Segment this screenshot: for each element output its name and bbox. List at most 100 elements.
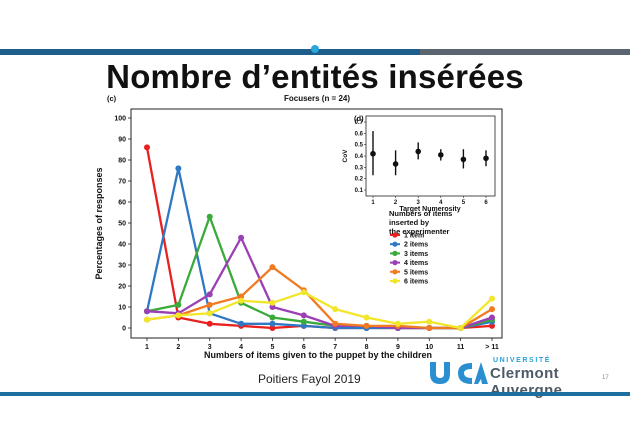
series-4-point — [144, 308, 150, 315]
inset-y-tick-label: 0.7 — [355, 120, 364, 126]
y-tick-label: 0 — [122, 326, 126, 333]
series-5-point — [238, 293, 245, 300]
chart-title: Focusers (n = 24) — [284, 94, 350, 103]
x-tick-label: 5 — [271, 344, 275, 351]
legend-title-line: the experimenter — [389, 227, 450, 236]
uca-logo-icon — [430, 362, 488, 384]
series-3-point — [206, 213, 213, 220]
inset-x-tick-label: 6 — [484, 200, 488, 206]
inset-y-tick-label: 0.1 — [355, 188, 364, 194]
series-5-point — [426, 325, 433, 331]
inset-x-axis-label: Target Numerosity — [399, 206, 460, 213]
legend-entry: 3 items — [404, 251, 428, 258]
series-5-point — [489, 306, 495, 313]
y-tick-label: 100 — [114, 116, 126, 123]
inset-y-tick-label: 0.6 — [355, 131, 364, 137]
legend-swatch-dot — [392, 250, 398, 256]
legend-entry: 4 items — [404, 260, 428, 267]
inset-y-axis-label: CoV — [342, 149, 349, 163]
panel-label-d: (d) — [354, 114, 364, 123]
inset-x-tick-label: 3 — [417, 200, 421, 206]
x-tick-label: 4 — [239, 344, 243, 351]
inset-point — [415, 148, 422, 155]
series-line-6 — [146, 291, 493, 330]
series-3-point — [269, 314, 276, 321]
series-6-point — [144, 316, 150, 323]
inset-point — [483, 155, 489, 162]
legend-swatch-dot — [392, 232, 398, 238]
y-axis-label: Percentages of responses — [94, 167, 104, 279]
series-4-point — [489, 314, 495, 321]
series-line-5 — [146, 265, 493, 330]
x-tick-label: 6 — [302, 344, 306, 351]
legend-entry: 5 items — [404, 269, 428, 276]
footer-bar — [0, 392, 630, 396]
university-label: UNIVERSITÉ — [493, 357, 552, 364]
inset-x-tick-label: 5 — [462, 200, 466, 206]
inset-y-tick-label: 0.5 — [355, 143, 364, 149]
series-4-point — [206, 291, 213, 298]
series-6-point — [457, 325, 464, 331]
series-2-point — [175, 165, 182, 172]
y-tick-label: 60 — [118, 200, 126, 207]
x-tick-label: 9 — [396, 344, 400, 351]
inset-frame — [365, 115, 496, 197]
y-tick-label: 20 — [118, 284, 126, 291]
legend-swatch-dot — [392, 260, 398, 266]
series-6-point — [206, 310, 213, 317]
series-6-point — [426, 318, 433, 325]
page-number: 17 — [602, 375, 609, 381]
legend-title-line: Numbers of items — [389, 209, 452, 218]
series-6-point — [394, 320, 401, 327]
series-6-point — [300, 289, 307, 296]
series-4-point — [269, 304, 276, 310]
series-6-point — [238, 297, 245, 304]
series-1-point — [206, 320, 213, 327]
inset-y-tick-label: 0.2 — [355, 177, 364, 183]
x-tick-label: 3 — [208, 344, 212, 351]
inset-point — [438, 152, 444, 158]
series-3-point — [175, 301, 182, 308]
series-6-point — [175, 312, 182, 319]
y-tick-label: 40 — [118, 242, 126, 249]
inset-y-tick-label: 0.3 — [355, 165, 364, 171]
series-5-point — [332, 320, 339, 327]
series-5-point — [363, 322, 370, 329]
series-5-point — [269, 264, 276, 271]
legend-entry: 2 items — [404, 242, 428, 249]
series-6-point — [363, 314, 370, 321]
legend-swatch-dot — [392, 278, 398, 284]
x-tick-label: 11 — [457, 344, 465, 351]
y-tick-label: 50 — [118, 221, 126, 228]
header-bar-dark — [420, 49, 630, 55]
series-2-point — [238, 320, 245, 327]
x-tick-label: 2 — [176, 344, 180, 351]
inset-point — [370, 150, 376, 157]
x-tick-label: 7 — [333, 344, 337, 351]
inset-point — [392, 161, 399, 167]
series-6-point — [489, 295, 495, 302]
slide-footer: Poitiers Fayol 2019 — [258, 372, 361, 386]
inset-point — [460, 156, 467, 163]
y-tick-label: 30 — [118, 263, 126, 270]
y-tick-label: 80 — [118, 158, 126, 165]
y-tick-label: 70 — [118, 179, 126, 186]
slide-title: Nombre d’entités insérées — [106, 58, 524, 95]
inset-x-tick-label: 4 — [439, 200, 443, 206]
series-2-point — [269, 320, 276, 327]
y-tick-label: 90 — [118, 137, 126, 144]
series-1-point — [489, 322, 495, 329]
x-tick-label: 10 — [425, 344, 433, 351]
legend-title-line: inserted by — [389, 218, 430, 227]
inset-x-tick-label: 1 — [371, 200, 375, 206]
series-5-point — [206, 301, 213, 308]
header-dot — [311, 45, 319, 53]
x-tick-label: 1 — [145, 344, 149, 351]
series-4-point — [300, 312, 307, 319]
x-tick-label: > 11 — [485, 344, 499, 351]
series-1-point — [144, 144, 150, 151]
series-1-point — [269, 325, 276, 331]
legend-swatch-dot — [392, 269, 398, 275]
legend-swatch-dot — [392, 241, 398, 247]
